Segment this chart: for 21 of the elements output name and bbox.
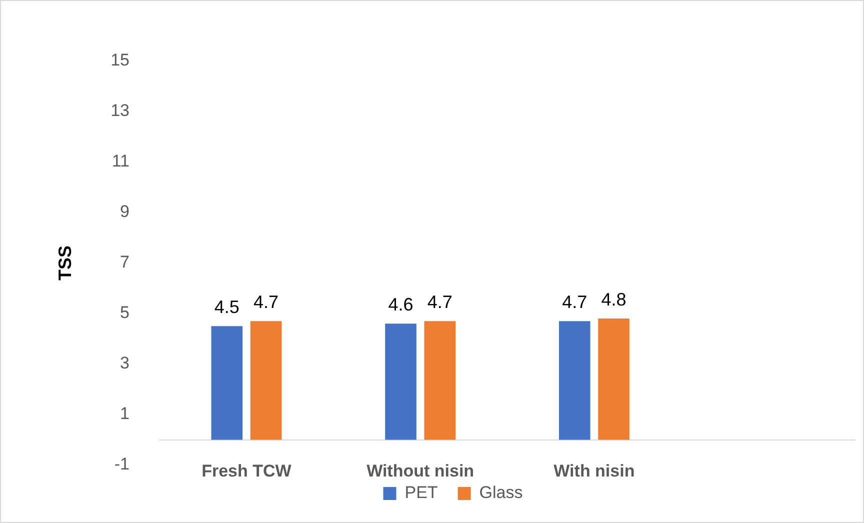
- data-label: 4.7: [253, 292, 279, 312]
- legend-label: Glass: [479, 483, 523, 502]
- y-tick-label: -1: [114, 454, 130, 474]
- y-tick-label: 1: [120, 404, 130, 424]
- x-tick-label: Without nisin: [366, 462, 474, 481]
- x-tick-label: With nisin: [554, 462, 635, 481]
- data-label: 4.7: [427, 292, 452, 312]
- data-label: 4.5: [214, 297, 240, 318]
- y-tick-label: 7: [120, 252, 130, 272]
- data-label: 4.7: [562, 292, 588, 312]
- data-label: 4.6: [388, 294, 414, 315]
- y-tick-label: 9: [120, 202, 130, 222]
- legend-label: PET: [404, 483, 438, 502]
- y-axis-title: TSS: [54, 245, 75, 281]
- y-tick-label: 5: [120, 303, 130, 322]
- y-tick-label: 11: [112, 152, 130, 171]
- data-label: 4.8: [601, 290, 626, 310]
- y-tick-label: 15: [110, 50, 130, 70]
- y-tick-label: 13: [110, 101, 130, 120]
- y-tick-label: 3: [120, 354, 130, 373]
- x-tick-label: Fresh TCW: [202, 462, 292, 481]
